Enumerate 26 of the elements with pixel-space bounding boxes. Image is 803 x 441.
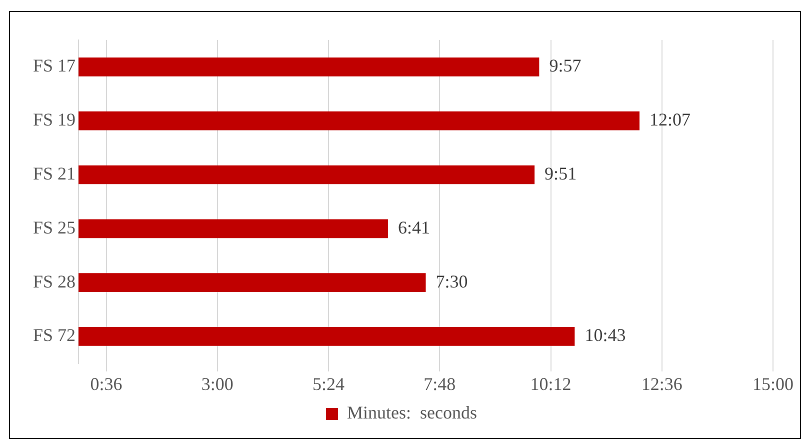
x-tick-label: 0:36 — [90, 374, 122, 394]
x-tick-label: 12:36 — [641, 374, 682, 394]
data-label: 9:51 — [544, 163, 577, 184]
bar — [78, 327, 575, 346]
y-tick-label: FS 28 — [32, 271, 76, 292]
legend-label: Minutes: seconds — [347, 402, 478, 423]
y-tick-label: FS 25 — [32, 217, 76, 238]
bar — [78, 111, 640, 130]
x-tick-label: 10:12 — [530, 374, 572, 394]
y-tick-label: FS 17 — [32, 56, 76, 76]
data-label: 10:43 — [584, 325, 626, 346]
x-tick-label: 5:24 — [312, 374, 345, 394]
x-tick-label: 3:00 — [201, 374, 234, 394]
bar — [78, 165, 535, 184]
bar — [78, 219, 388, 238]
data-label: 9:57 — [549, 56, 582, 76]
data-label: 12:07 — [650, 110, 691, 130]
data-label: 6:41 — [398, 217, 430, 238]
data-label: 7:30 — [436, 271, 468, 292]
y-tick-label: FS 19 — [32, 110, 76, 130]
x-tick-label: 7:48 — [424, 374, 456, 394]
y-tick-label: FS 21 — [32, 163, 76, 184]
y-tick-label: FS 72 — [32, 325, 76, 346]
x-tick-label: 15:00 — [752, 374, 794, 394]
bar — [78, 273, 426, 292]
bar — [78, 58, 540, 76]
